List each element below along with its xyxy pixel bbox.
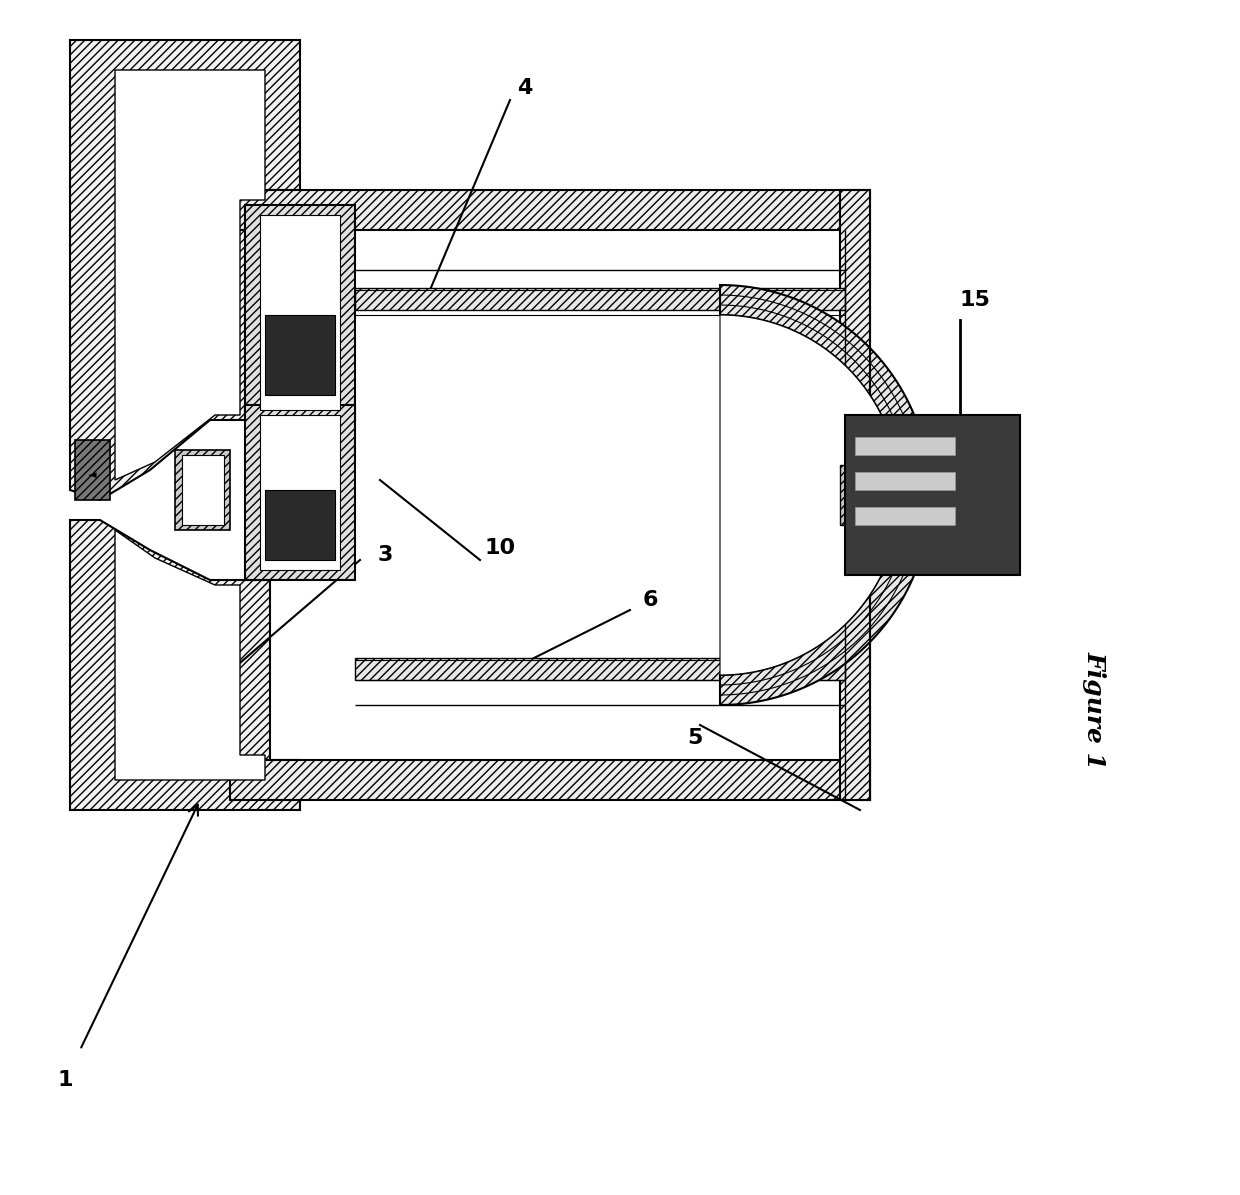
Bar [861,480,875,531]
Bar [175,451,229,531]
Text: 4: 4 [517,78,533,98]
Polygon shape [720,315,900,675]
Polygon shape [115,531,265,780]
Polygon shape [115,71,265,480]
Bar [265,490,335,560]
Polygon shape [720,284,930,705]
Bar [260,415,340,570]
Bar [246,206,355,419]
Text: 3: 3 [377,545,393,565]
Text: 6: 6 [642,590,657,609]
Bar [246,405,355,580]
Text: 1: 1 [57,1070,73,1090]
Bar [355,288,844,310]
Bar [74,440,110,500]
Polygon shape [69,520,300,810]
Text: 15: 15 [960,290,991,310]
Bar [856,472,955,490]
Bar [839,465,861,525]
Bar [355,658,844,680]
Polygon shape [69,39,300,500]
Bar [265,315,335,396]
Bar [182,455,224,525]
Bar [260,215,340,410]
Text: 5: 5 [687,728,703,748]
Bar [844,415,1021,575]
Text: Figure 1: Figure 1 [1083,651,1107,770]
Bar [839,190,870,799]
Text: 10: 10 [485,538,516,558]
Text: ◄: ◄ [88,470,97,480]
Bar [229,760,870,799]
Bar [229,190,870,229]
Bar [856,507,955,525]
Bar [856,437,955,455]
